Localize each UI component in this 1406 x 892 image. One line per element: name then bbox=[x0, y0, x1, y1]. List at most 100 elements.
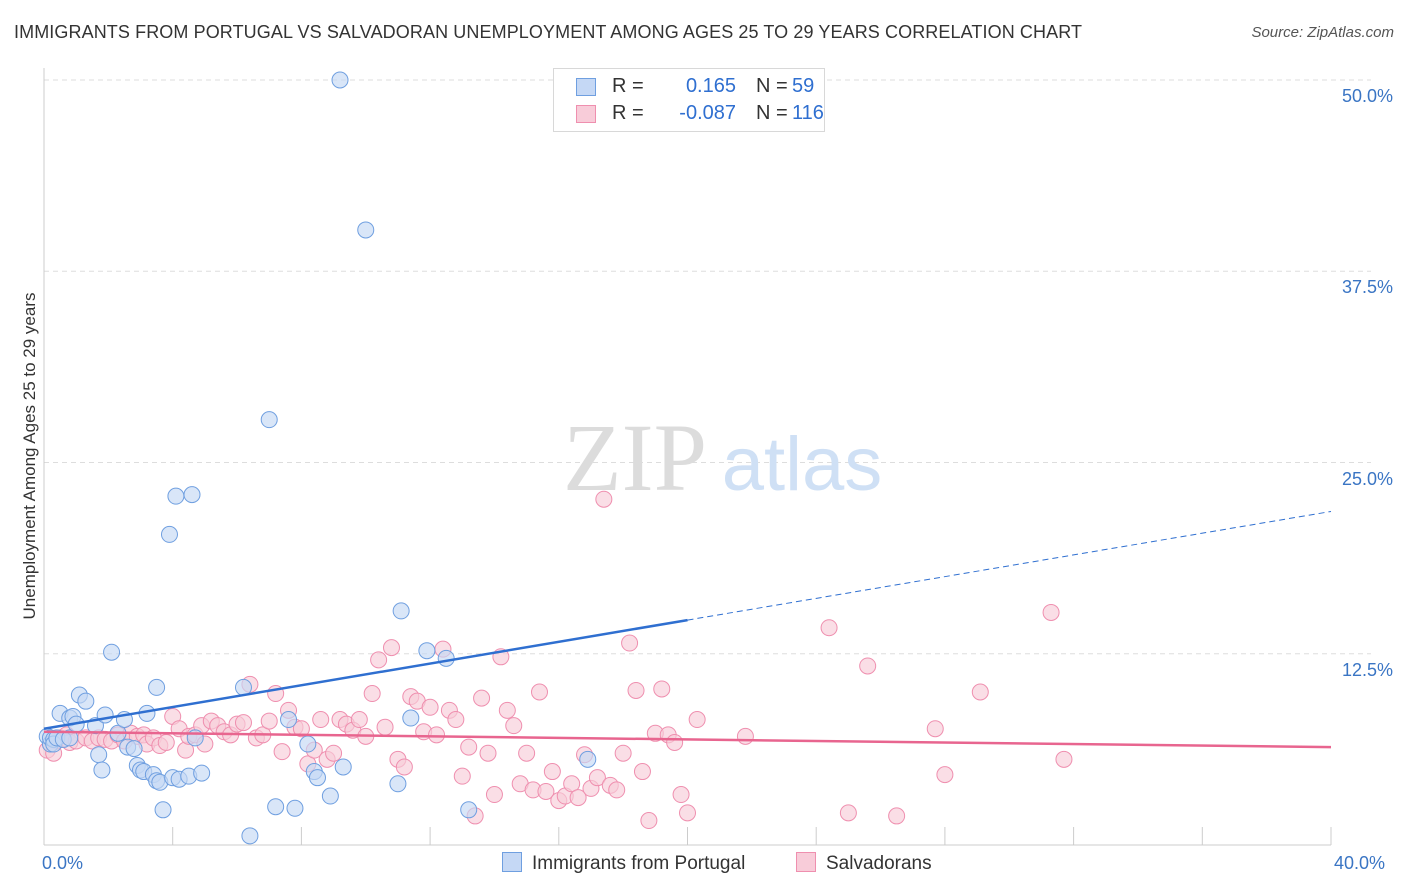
salvadoran-point bbox=[157, 733, 175, 751]
bottom-legend-label-salvadoran: Salvadorans bbox=[826, 853, 932, 874]
salvadoran-point bbox=[428, 726, 446, 744]
points-layer bbox=[38, 71, 1073, 845]
portugal-point bbox=[160, 525, 178, 543]
portugal-point bbox=[286, 799, 304, 817]
salvadoran-point bbox=[621, 634, 639, 652]
y-tick-label: 25.0% bbox=[1341, 468, 1393, 489]
legend-n-label: N = bbox=[756, 102, 788, 124]
legend-n-label: N = bbox=[756, 75, 788, 97]
portugal-trend-extension bbox=[687, 510, 1332, 621]
y-tick-label: 50.0% bbox=[1341, 86, 1393, 106]
portugal-point bbox=[241, 827, 259, 845]
x-tick-min: 0.0% bbox=[42, 853, 84, 873]
salvadoran-point bbox=[453, 767, 471, 785]
watermark: ZIP atlas bbox=[563, 404, 882, 511]
portugal-point bbox=[103, 643, 121, 661]
portugal-point bbox=[402, 709, 420, 727]
portugal-point bbox=[308, 769, 326, 787]
salvadoran-point bbox=[859, 657, 877, 675]
portugal-point bbox=[193, 764, 211, 782]
salvadoran-point bbox=[485, 786, 503, 804]
x-tick-max: 40.0% bbox=[1334, 853, 1386, 873]
salvadoran-point bbox=[537, 782, 555, 800]
legend-swatch-salvadoran bbox=[576, 105, 596, 123]
portugal-point bbox=[299, 735, 317, 753]
salvadoran-point bbox=[473, 689, 491, 707]
bottom-legend-swatch-portugal bbox=[502, 852, 522, 872]
salvadoran-point bbox=[666, 733, 684, 751]
salvadoran-point bbox=[312, 711, 330, 729]
chart-title: IMMIGRANTS FROM PORTUGAL VS SALVADORAN U… bbox=[14, 22, 1083, 42]
legend-r-value-salvadoran: -0.087 bbox=[679, 102, 736, 124]
legend-r-value-portugal: 0.165 bbox=[685, 75, 736, 97]
salvadoran-point bbox=[595, 490, 613, 508]
salvadoran-point bbox=[633, 763, 651, 781]
portugal-point bbox=[93, 761, 111, 779]
source-label: Source: ZipAtlas.com bbox=[1251, 24, 1394, 41]
salvadoran-trend-line bbox=[43, 730, 1332, 749]
portugal-point bbox=[331, 71, 349, 89]
portugal-point bbox=[154, 801, 172, 819]
salvadoran-point bbox=[608, 781, 626, 799]
bottom-legend-label-portugal: Immigrants from Portugal bbox=[532, 853, 746, 874]
portugal-point bbox=[460, 801, 478, 819]
salvadoran-point bbox=[653, 680, 671, 698]
portugal-point bbox=[125, 740, 143, 758]
portugal-point bbox=[389, 775, 407, 793]
legend-r-label: R = bbox=[612, 102, 644, 124]
salvadoran-point bbox=[936, 766, 954, 784]
salvadoran-point bbox=[395, 758, 413, 776]
salvadoran-point bbox=[292, 720, 310, 738]
portugal-point bbox=[280, 711, 298, 729]
salvadoran-point bbox=[588, 769, 606, 787]
portugal-point bbox=[392, 602, 410, 620]
salvadoran-point bbox=[421, 698, 439, 716]
salvadoran-point bbox=[569, 789, 587, 807]
salvadoran-point bbox=[370, 651, 388, 669]
portugal-point bbox=[260, 411, 278, 429]
portugal-point bbox=[167, 487, 185, 505]
bottom-legend-swatch-salvadoran bbox=[796, 852, 816, 872]
salvadoran-point bbox=[839, 804, 857, 822]
salvadoran-point bbox=[614, 744, 632, 762]
salvadoran-point bbox=[447, 711, 465, 729]
salvadoran-point bbox=[888, 807, 906, 825]
salvadoran-point bbox=[543, 763, 561, 781]
salvadoran-point bbox=[688, 711, 706, 729]
portugal-point bbox=[357, 221, 375, 239]
salvadoran-point bbox=[479, 744, 497, 762]
salvadoran-point bbox=[679, 804, 696, 822]
portugal-point bbox=[90, 746, 108, 764]
salvadoran-point bbox=[640, 812, 658, 830]
portugal-point bbox=[183, 486, 201, 504]
salvadoran-point bbox=[363, 685, 381, 703]
portugal-point bbox=[437, 649, 455, 667]
salvadoran-point bbox=[460, 738, 478, 756]
y-tick-label: 12.5% bbox=[1341, 659, 1393, 680]
salvadoran-point bbox=[530, 683, 548, 701]
legend-swatch-portugal bbox=[576, 78, 596, 96]
portugal-point bbox=[334, 758, 352, 776]
salvadoran-point bbox=[672, 786, 690, 804]
correlation-legend: R = 0.165 N = 59 R = -0.087 N = 116 bbox=[553, 68, 825, 132]
portugal-point bbox=[418, 642, 436, 660]
salvadoran-point bbox=[518, 744, 536, 762]
trend-layer bbox=[43, 510, 1332, 749]
y-tick-label: 37.5% bbox=[1341, 277, 1393, 298]
bottom-legend-portugal: Immigrants from Portugal bbox=[502, 852, 745, 875]
salvadoran-point bbox=[382, 639, 400, 657]
grid-layer bbox=[44, 79, 1371, 655]
salvadoran-point bbox=[971, 683, 989, 701]
salvadoran-point bbox=[325, 744, 343, 762]
watermark-atlas: atlas bbox=[722, 422, 883, 507]
legend-n-value-salvadoran: 116 bbox=[792, 102, 824, 124]
salvadoran-point bbox=[1055, 750, 1073, 768]
portugal-point bbox=[77, 692, 95, 710]
salvadoran-point bbox=[926, 720, 944, 738]
salvadoran-point bbox=[1042, 603, 1060, 621]
salvadoran-point bbox=[736, 727, 754, 745]
portugal-trend-line bbox=[43, 618, 688, 730]
salvadoran-point bbox=[820, 619, 838, 637]
portugal-point bbox=[579, 750, 597, 768]
